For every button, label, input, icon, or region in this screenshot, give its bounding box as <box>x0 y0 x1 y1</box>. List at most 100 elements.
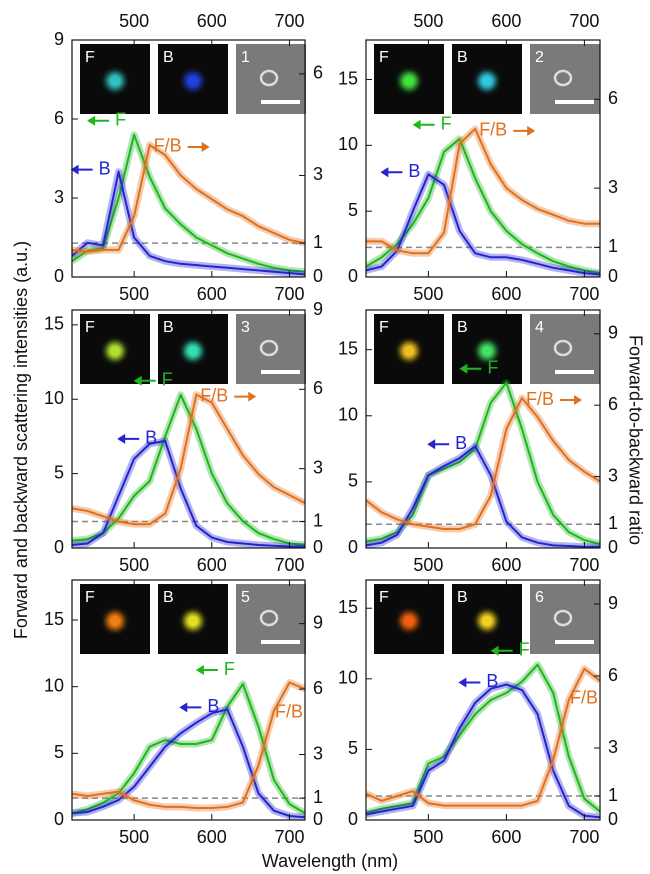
series-line <box>366 663 600 814</box>
series-annotation: F/B <box>570 688 598 708</box>
series-line <box>72 681 305 809</box>
inset-label: F <box>379 589 389 606</box>
inset-label: B <box>457 49 468 66</box>
series-annotation: B <box>455 433 467 453</box>
y2-tick-label: 3 <box>608 177 618 197</box>
inset-label: 2 <box>535 49 544 66</box>
x-tick-label: 500 <box>413 555 443 575</box>
y2-tick-label: 3 <box>313 457 323 477</box>
annotation-arrowhead <box>179 702 188 713</box>
x-tick-label: 700 <box>274 555 304 575</box>
x-tick-label: 600 <box>491 555 521 575</box>
annotation-arrowhead <box>117 433 126 444</box>
y-tick-label: 0 <box>54 537 64 557</box>
annotation-arrowhead <box>195 665 204 675</box>
series-annotation: B <box>486 671 498 691</box>
x-tick-label: 700 <box>569 555 599 575</box>
inset-spot-core <box>188 76 198 86</box>
inset-label: B <box>163 319 174 336</box>
y2-tick-label: 6 <box>608 394 618 414</box>
annotation-arrowhead <box>412 119 421 130</box>
plot-frame <box>71 39 306 278</box>
x-tick-label: 600 <box>491 284 521 304</box>
y2-tick-label: 6 <box>313 678 323 698</box>
y-tick-label: 6 <box>54 108 64 128</box>
x-tick-label: 500 <box>413 827 443 847</box>
y2-tick-label: 9 <box>313 299 323 319</box>
series-line <box>72 170 305 276</box>
inset-label: B <box>457 589 468 606</box>
annotation-arrowhead <box>87 115 96 126</box>
series-annotation: F <box>162 370 173 390</box>
x-tick-label: 600 <box>491 827 521 847</box>
series-annotation: B <box>99 158 111 178</box>
y2-tick-label: 9 <box>608 323 618 343</box>
plot-frame <box>365 579 601 821</box>
series-line <box>72 439 305 548</box>
x-tick-label: 600 <box>197 555 227 575</box>
inset-spot-core <box>110 616 120 626</box>
annotation-arrowhead <box>574 395 583 406</box>
x-top-tick-label: 600 <box>491 11 521 31</box>
inset-spot-core <box>404 76 414 86</box>
series-line <box>366 667 600 807</box>
y2-tick-label: 1 <box>608 513 618 533</box>
inset-spot-core <box>110 346 120 356</box>
series-line <box>366 173 600 276</box>
annotation-arrowhead <box>201 141 210 152</box>
y2-tick-label: 6 <box>313 378 323 398</box>
x-top-tick-label: 500 <box>119 11 149 31</box>
y2-axis-label: Forward-to-backward ratio <box>625 335 645 545</box>
annotation-arrowhead <box>133 375 142 386</box>
y-tick-label: 15 <box>338 597 358 617</box>
y-tick-label: 10 <box>44 675 64 695</box>
y-tick-label: 0 <box>348 537 358 557</box>
y-tick-label: 15 <box>44 314 64 334</box>
x-axis-label: Wavelength (nm) <box>262 851 398 871</box>
inset-spot-core <box>482 616 492 626</box>
y-tick-label: 3 <box>54 187 64 207</box>
x-tick-label: 700 <box>274 284 304 304</box>
series-annotation: B <box>207 696 219 716</box>
inset-label: 5 <box>241 589 250 606</box>
x-tick-label: 600 <box>197 827 227 847</box>
x-tick-label: 700 <box>274 827 304 847</box>
y2-tick-label: 1 <box>608 236 618 256</box>
y2-tick-label: 1 <box>313 232 323 252</box>
y2-tick-label: 0 <box>608 809 618 829</box>
y-tick-label: 15 <box>338 338 358 358</box>
y-tick-label: 10 <box>44 388 64 408</box>
inset-spot-core <box>404 616 414 626</box>
series-annotation: B <box>145 428 157 448</box>
annotation-arrowhead <box>380 167 389 178</box>
y-tick-label: 5 <box>54 462 64 482</box>
inset-spot-core <box>482 76 492 86</box>
series-annotation: F/B <box>200 385 228 405</box>
y-tick-label: 10 <box>338 405 358 425</box>
series-annotation: F <box>519 639 530 659</box>
y2-tick-label: 9 <box>608 593 618 613</box>
series-annotation: F <box>115 110 126 130</box>
inset-particle <box>259 609 279 627</box>
x-top-tick-label: 700 <box>274 11 304 31</box>
y2-tick-label: 0 <box>313 537 323 557</box>
y2-tick-label: 6 <box>608 665 618 685</box>
inset-particle <box>259 339 279 357</box>
inset-label: 3 <box>241 319 250 336</box>
y2-tick-label: 6 <box>608 88 618 108</box>
inset-label: 1 <box>241 49 250 66</box>
y-tick-label: 5 <box>348 200 358 220</box>
y2-tick-label: 0 <box>608 537 618 557</box>
y2-tick-label: 0 <box>608 266 618 286</box>
x-tick-label: 500 <box>119 555 149 575</box>
series-line <box>72 133 305 273</box>
inset-label: 6 <box>535 589 544 606</box>
plot-frame <box>365 39 601 278</box>
inset-spot-core <box>404 346 414 356</box>
x-tick-label: 500 <box>119 827 149 847</box>
panel: F B 1 F B F/B 500 500 600 600 700 700 0 3 6 9 0 1 3 6 <box>54 11 323 304</box>
series-annotation: F <box>224 659 235 679</box>
series-line <box>72 144 305 253</box>
